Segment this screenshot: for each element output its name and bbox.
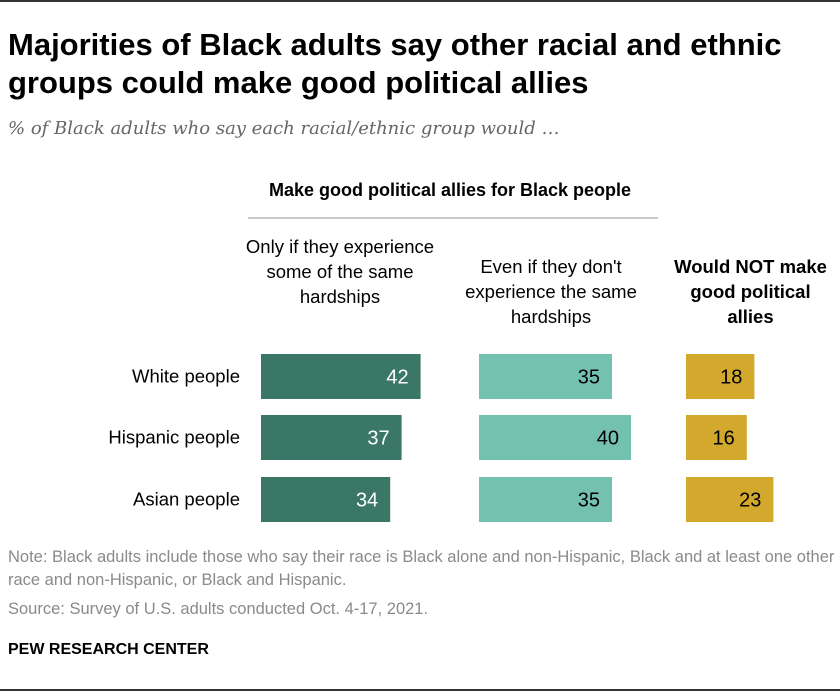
bar-value-label: 34 (356, 490, 378, 512)
group-header-rule (248, 217, 658, 219)
bar-value-label: 40 (597, 428, 619, 450)
chart-title: Majorities of Black adults say other rac… (8, 27, 782, 100)
bar-white-people-series-2 (479, 354, 612, 399)
bar-value-label: 37 (367, 428, 389, 450)
bar-hispanic-people-series-1 (261, 415, 402, 460)
bar-asian-people-series-2 (479, 477, 612, 522)
bar-hispanic-people-series-2 (479, 415, 631, 460)
category-label-white-people: White people (132, 366, 240, 387)
bar-white-people-series-3 (686, 354, 755, 399)
column-header-only-if: Only if they experience some of the same… (245, 236, 435, 307)
column-header-even-if: Even if they don't experience the same h… (465, 256, 637, 327)
chart-source: Source: Survey of U.S. adults conducted … (8, 600, 429, 618)
chart-subtitle: % of Black adults who say each racial/et… (8, 118, 560, 139)
category-label-hispanic-people: Hispanic people (108, 427, 240, 448)
bar-asian-people-series-1 (261, 477, 391, 522)
bar-asian-people-series-3 (686, 477, 774, 522)
bar-value-label: 35 (578, 367, 600, 389)
bottom-border (0, 689, 840, 691)
group-header: Make good political allies for Black peo… (268, 180, 632, 200)
bar-value-label: 35 (578, 490, 600, 512)
bar-value-label: 23 (739, 490, 761, 512)
bar-value-label: 16 (713, 428, 735, 450)
bar-value-label: 18 (720, 367, 742, 389)
brand-name: PEW RESEARCH CENTER (8, 641, 209, 658)
column-header-would-not: Would NOT make good political allies (674, 256, 827, 327)
bar-white-people-series-1 (261, 354, 421, 399)
bar-value-label: 42 (386, 367, 408, 389)
category-label-asian-people: Asian people (133, 489, 240, 510)
bar-hispanic-people-series-3 (686, 415, 747, 460)
chart-note: Note: Black adults include those who say… (8, 548, 835, 589)
top-border (0, 0, 840, 2)
